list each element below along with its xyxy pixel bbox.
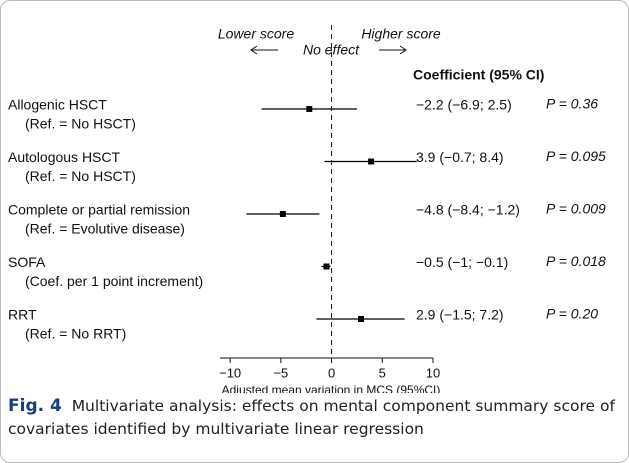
p-label: P = 0.018 (546, 253, 606, 269)
annotation: Lower score (218, 26, 294, 42)
caption: Fig. 4 Multivariate analysis: effects on… (8, 395, 620, 441)
x-axis-label: Adjusted mean variation in MCS (95%CI) (222, 383, 441, 393)
x-tick-label: −5 (273, 365, 288, 380)
x-tick-label: −10 (219, 365, 241, 380)
estimate-marker (357, 316, 364, 322)
arrows (250, 45, 407, 55)
row-label: Allogenic HSCT (8, 97, 107, 113)
row-label: Complete or partial remission (8, 202, 190, 218)
value-label: 3.9 (−0.7; 8.4) (416, 149, 504, 165)
value-label: −0.5 (−1; −0.1) (416, 254, 508, 270)
x-tick-label: 10 (426, 365, 440, 380)
p-label: P = 0.36 (546, 96, 598, 112)
value-label: −4.8 (−8.4; −1.2) (416, 202, 520, 218)
p-label: P = 0.095 (546, 148, 606, 164)
row-sublabel: (Ref. = No HSCT) (25, 116, 136, 132)
p-label: P = 0.009 (546, 201, 606, 217)
row-label: Autologous HSCT (8, 149, 121, 165)
estimate-marker (306, 106, 313, 112)
chart: Lower score Higher score No effect Coeff… (8, 25, 606, 397)
annotation: No effect (303, 42, 360, 58)
column-header: Coefficient (95% CI) (413, 67, 544, 83)
row-sublabel: (Ref. = No RRT) (25, 326, 126, 342)
caption-text: Multivariate analysis: effects on mental… (8, 397, 615, 438)
estimate-marker (279, 211, 286, 217)
annotation: Higher score (361, 26, 441, 42)
row-sublabel: (Ref. = Evolutive disease) (25, 221, 185, 237)
caption-label: Fig. 4 (8, 396, 62, 416)
value-label: 2.9 (−1.5; 7.2) (416, 307, 504, 323)
row-sublabel: (Coef. per 1 point increment) (25, 273, 203, 289)
x-tick-label: 5 (379, 365, 386, 380)
value-label: −2.2 (−6.9; 2.5) (416, 97, 512, 113)
p-label: P = 0.20 (546, 306, 598, 322)
x-tick-label: 0 (328, 365, 335, 380)
row-label: RRT (8, 307, 37, 323)
row-sublabel: (Ref. = No HSCT) (25, 168, 136, 184)
row-label: SOFA (8, 254, 46, 270)
estimate-marker (323, 263, 330, 270)
estimate-marker (368, 158, 375, 165)
